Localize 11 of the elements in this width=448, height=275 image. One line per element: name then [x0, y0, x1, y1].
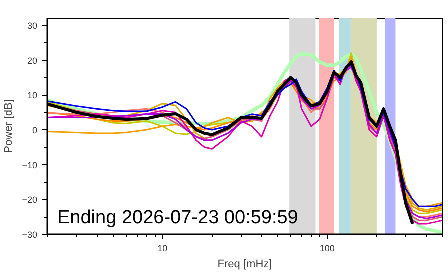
y-tick-label: 10 [27, 90, 38, 101]
y-tick-label: 20 [27, 56, 38, 66]
y-tick-label: −20 [22, 195, 38, 206]
y-tick-label: −10 [22, 160, 38, 170]
y-tick-label: 0 [32, 125, 38, 136]
x-tick-label: 100 [320, 244, 335, 254]
y-axis-title: Power [dB] [3, 100, 16, 154]
y-tick-label: −30 [22, 230, 38, 240]
x-axis-title: Freq [mHz] [218, 258, 272, 270]
annotation: Ending 2026-07-23 00:59:59 [58, 208, 298, 228]
y-tick-label: 30 [27, 20, 38, 31]
